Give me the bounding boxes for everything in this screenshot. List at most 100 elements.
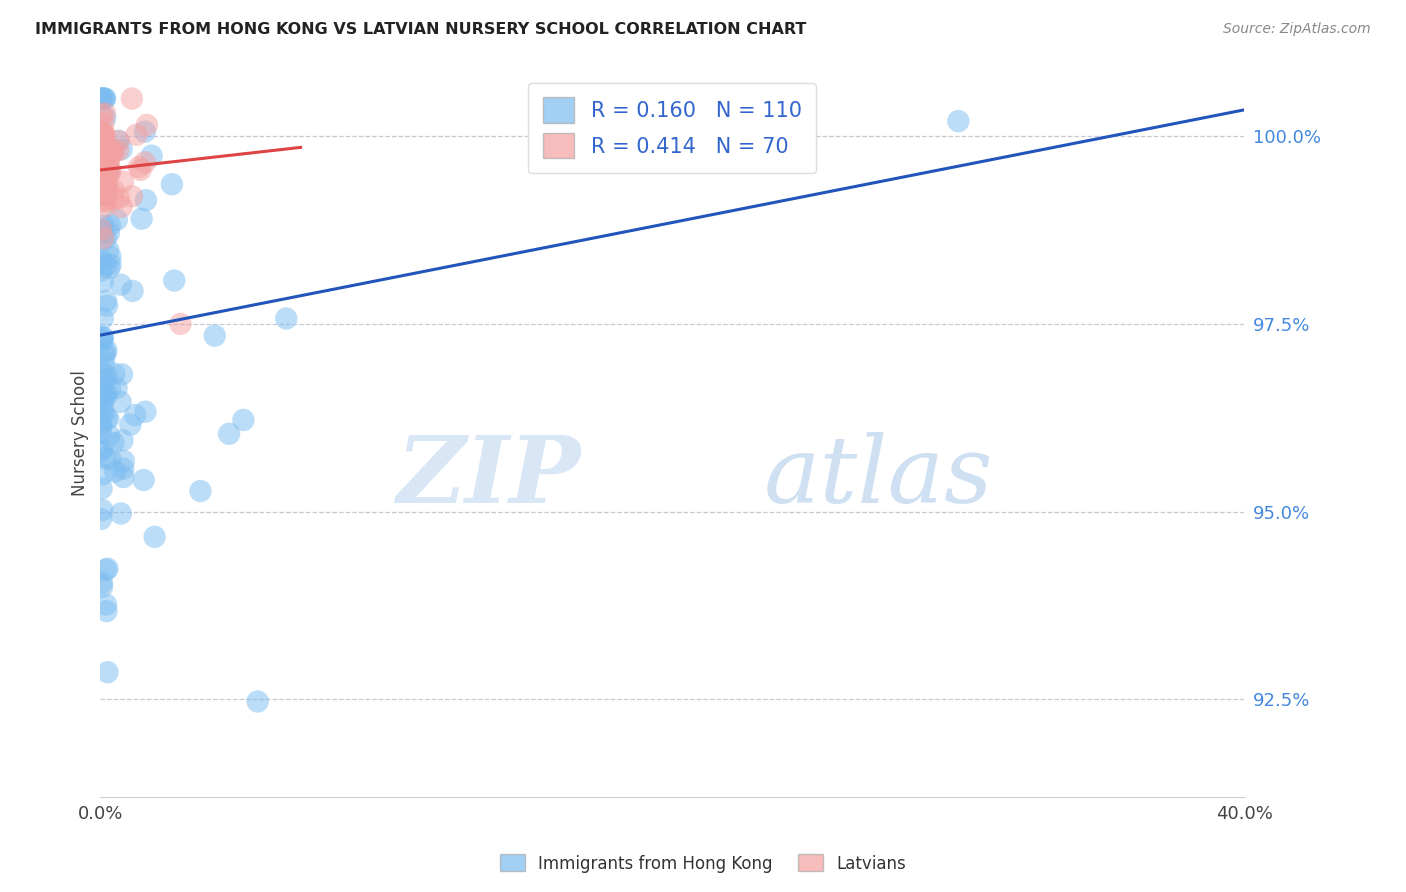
Point xyxy=(204,328,226,343)
Point xyxy=(91,503,114,517)
Point xyxy=(90,129,112,144)
Point xyxy=(93,155,115,169)
Point xyxy=(107,134,129,148)
Point xyxy=(91,311,114,326)
Point xyxy=(90,128,112,142)
Text: Source: ZipAtlas.com: Source: ZipAtlas.com xyxy=(1223,22,1371,37)
Text: atlas: atlas xyxy=(763,432,994,522)
Point xyxy=(96,147,118,161)
Point xyxy=(125,128,148,142)
Point xyxy=(103,367,125,381)
Point xyxy=(276,311,298,326)
Point xyxy=(93,178,115,193)
Point xyxy=(96,180,118,194)
Point xyxy=(94,135,117,149)
Point xyxy=(90,138,112,153)
Point xyxy=(111,434,134,448)
Point xyxy=(948,114,970,128)
Point xyxy=(90,419,112,434)
Point xyxy=(96,343,118,358)
Point xyxy=(94,368,117,382)
Point xyxy=(93,194,115,209)
Point xyxy=(98,382,121,396)
Point xyxy=(98,166,121,180)
Point xyxy=(111,142,134,156)
Text: ZIP: ZIP xyxy=(396,432,581,522)
Point xyxy=(93,348,115,362)
Point xyxy=(91,219,114,233)
Point xyxy=(129,162,152,177)
Point xyxy=(90,140,112,154)
Point xyxy=(94,563,117,577)
Point xyxy=(90,92,112,106)
Point xyxy=(91,467,114,482)
Point xyxy=(90,388,112,402)
Point xyxy=(94,106,117,120)
Point xyxy=(120,417,142,432)
Point xyxy=(97,244,120,258)
Point xyxy=(90,482,112,496)
Point xyxy=(90,92,112,106)
Point xyxy=(90,176,112,190)
Point xyxy=(93,172,115,186)
Point xyxy=(97,157,120,171)
Point xyxy=(110,277,132,292)
Point xyxy=(93,174,115,188)
Point xyxy=(107,134,129,148)
Point xyxy=(93,127,115,141)
Point xyxy=(91,393,114,408)
Point xyxy=(97,412,120,426)
Point xyxy=(97,144,120,158)
Point xyxy=(97,226,120,240)
Point xyxy=(93,92,115,106)
Point xyxy=(141,149,163,163)
Point xyxy=(97,186,120,200)
Point xyxy=(93,407,115,421)
Point xyxy=(93,165,115,179)
Point xyxy=(93,200,115,214)
Point xyxy=(94,598,117,612)
Point xyxy=(91,333,114,347)
Point xyxy=(96,410,118,425)
Point xyxy=(103,145,125,159)
Point xyxy=(93,92,115,106)
Point xyxy=(94,193,117,207)
Point xyxy=(91,226,114,240)
Point xyxy=(96,169,118,184)
Point xyxy=(110,200,132,214)
Point xyxy=(90,391,112,405)
Point xyxy=(93,117,115,131)
Point xyxy=(134,125,156,139)
Point xyxy=(110,395,132,409)
Point xyxy=(96,143,118,157)
Point xyxy=(91,173,114,187)
Point xyxy=(91,153,114,168)
Point xyxy=(100,145,122,160)
Point xyxy=(90,186,112,201)
Point xyxy=(91,133,114,147)
Point xyxy=(94,171,117,186)
Point xyxy=(91,161,114,175)
Point xyxy=(91,222,114,236)
Point xyxy=(93,131,115,145)
Point xyxy=(131,211,153,226)
Point xyxy=(100,250,122,264)
Point xyxy=(90,374,112,388)
Point xyxy=(143,530,166,544)
Point xyxy=(124,408,146,422)
Point xyxy=(98,164,121,178)
Point xyxy=(93,187,115,202)
Point xyxy=(91,330,114,344)
Point xyxy=(100,257,122,271)
Point xyxy=(97,159,120,173)
Point xyxy=(90,253,112,268)
Point xyxy=(112,454,135,468)
Point xyxy=(121,92,143,106)
Point xyxy=(160,178,183,192)
Point xyxy=(94,259,117,273)
Point xyxy=(169,317,191,331)
Point xyxy=(100,143,122,157)
Point xyxy=(232,413,254,427)
Text: IMMIGRANTS FROM HONG KONG VS LATVIAN NURSERY SCHOOL CORRELATION CHART: IMMIGRANTS FROM HONG KONG VS LATVIAN NUR… xyxy=(35,22,807,37)
Point xyxy=(90,108,112,122)
